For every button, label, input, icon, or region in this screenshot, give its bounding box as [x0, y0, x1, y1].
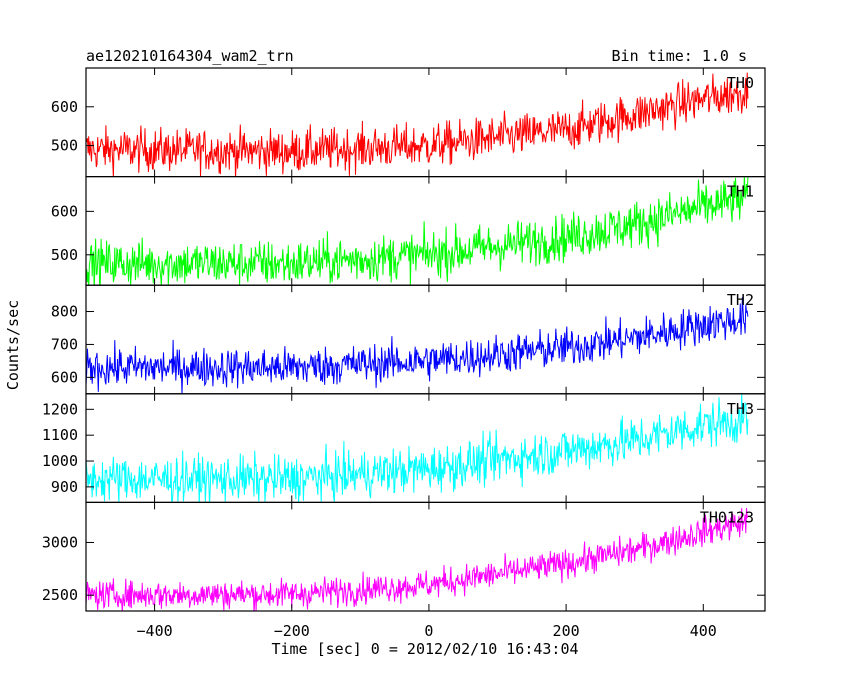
series-label-th1: TH1 — [727, 183, 754, 201]
series-line-th1 — [86, 176, 749, 286]
plot-title: ae120210164304_wam2_trn — [86, 47, 294, 65]
x-axis: −400 −200 0 200 400 — [137, 622, 717, 640]
series-line-th0123 — [86, 507, 749, 611]
y-tick-label: 500 — [51, 246, 78, 264]
y-tick-label: 1000 — [42, 452, 78, 470]
x-tick-label: −400 — [137, 622, 173, 640]
panel-th3: 900 1000 1100 1200 TH3 — [42, 393, 766, 503]
x-tick-label: 400 — [690, 622, 717, 640]
x-tick-label: 0 — [424, 622, 433, 640]
y-tick-label: 600 — [51, 368, 78, 386]
y-tick-label: 600 — [51, 98, 78, 116]
y-tick-label: 500 — [51, 137, 78, 155]
y-tick-label: 3000 — [42, 533, 78, 551]
series-label-th0123: TH0123 — [700, 508, 754, 526]
panel-frame — [85, 501, 766, 612]
bin-time-label: Bin time: 1.0 s — [612, 47, 747, 65]
panel-th2: 600 700 800 TH2 — [51, 284, 766, 395]
y-tick-label: 900 — [51, 478, 78, 496]
series-label-th2: TH2 — [727, 291, 754, 309]
series-line-th3 — [86, 393, 749, 503]
y-axis-label: Counts/sec — [4, 300, 22, 390]
x-tick-label: −200 — [274, 622, 310, 640]
y-tick-label: 600 — [51, 202, 78, 220]
series-line-th2 — [86, 297, 749, 394]
panels-group: 500 600 TH0 500 600 TH1 600 700 800 TH2 900 1000 110… — [42, 67, 766, 612]
series-label-th0: TH0 — [727, 74, 754, 92]
y-tick-label: 800 — [51, 303, 78, 321]
y-tick-label: 2500 — [42, 586, 78, 604]
y-tick-label: 1200 — [42, 400, 78, 418]
x-tick-label: 200 — [553, 622, 580, 640]
panel-th0123: 2500 3000 TH0123 — [42, 501, 766, 612]
panel-th1: 500 600 TH1 — [51, 176, 766, 286]
x-axis-label: Time [sec] 0 = 2012/02/10 16:43:04 — [271, 640, 578, 658]
series-label-th3: TH3 — [727, 400, 754, 418]
y-tick-label: 1100 — [42, 426, 78, 444]
panel-th0: 500 600 TH0 — [51, 67, 766, 178]
series-line-th0 — [86, 72, 749, 177]
y-tick-label: 700 — [51, 335, 78, 353]
